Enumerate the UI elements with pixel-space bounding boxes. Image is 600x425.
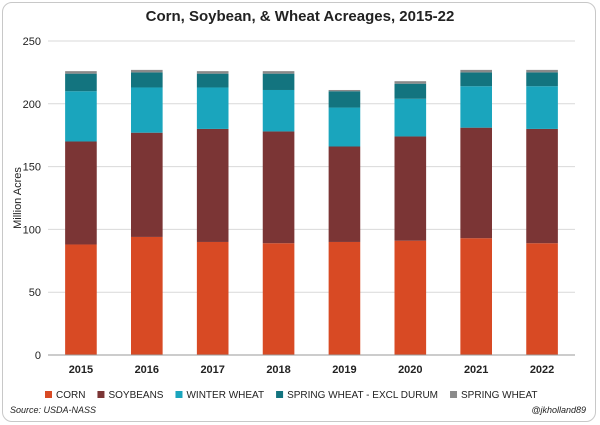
- x-tick-label-2019: 2019: [332, 364, 356, 376]
- legend-swatch-1: [97, 391, 105, 398]
- bar-2021-series-3: [460, 72, 492, 87]
- bar-2022-series-4: [526, 69, 558, 73]
- bar-2015-series-3: [65, 73, 97, 92]
- x-tick-label-2016: 2016: [135, 364, 159, 376]
- bar-2020-series-2: [394, 98, 427, 137]
- bar-2015-series-1: [65, 141, 97, 245]
- chart-frame: [2, 2, 596, 422]
- bar-2020-series-4: [394, 81, 427, 84]
- bar-2016-series-3: [131, 72, 163, 88]
- bar-2018-series-1: [262, 131, 295, 244]
- legend-swatch-4: [450, 391, 458, 398]
- bar-2016-series-0: [131, 236, 163, 355]
- legend-swatch-0: [45, 391, 52, 398]
- bar-2017-series-2: [196, 87, 229, 129]
- bars: [65, 69, 558, 355]
- x-tick-label-2017: 2017: [200, 364, 224, 376]
- bar-2015-series-2: [65, 91, 97, 142]
- y-tick-label-150: 150: [23, 162, 41, 174]
- bar-2020-series-1: [394, 136, 427, 241]
- bar-2016-series-2: [131, 87, 163, 133]
- bar-2021-series-1: [460, 127, 492, 239]
- bar-2017-series-4: [196, 71, 229, 74]
- chart-title: Corn, Soybean, & Wheat Acreages, 2015-22: [145, 8, 455, 25]
- bar-2022-series-2: [526, 86, 558, 129]
- x-tick-label-2021: 2021: [464, 364, 488, 376]
- bar-2019-series-4: [328, 89, 361, 92]
- bar-2015-series-4: [65, 71, 97, 74]
- bar-2020-series-3: [394, 83, 427, 99]
- bar-2022-series-1: [526, 128, 558, 244]
- legend-swatch-2: [175, 391, 183, 398]
- source-note: Source: USDA-NASS: [10, 405, 97, 415]
- bar-2018-series-2: [262, 89, 295, 132]
- legend: CORN SOYBEANS WINTER WHEAT SPRING WHEAT - E…: [45, 390, 538, 401]
- axes: 0 50 100 150 200 250 Million Acres 2015 2016 2017…: [12, 36, 575, 376]
- bar-2016-series-1: [131, 132, 163, 237]
- bar-2019-series-2: [328, 107, 361, 147]
- bar-2019-series-3: [328, 91, 361, 108]
- x-tick-label-2020: 2020: [398, 364, 422, 376]
- y-tick-label-0: 0: [35, 350, 41, 362]
- legend-label-3: SPRING WHEAT - EXCL DURUM: [287, 390, 438, 401]
- bar-2022-series-0: [526, 243, 558, 355]
- legend-label-2: WINTER WHEAT: [186, 390, 264, 401]
- bar-2016-series-4: [131, 69, 163, 73]
- bar-2018-series-3: [262, 73, 295, 90]
- x-tick-label-2015: 2015: [69, 364, 93, 376]
- bar-2015-series-0: [65, 244, 97, 355]
- bar-2019-series-1: [328, 146, 361, 242]
- bar-2017-series-3: [196, 73, 229, 88]
- y-tick-label-250: 250: [23, 36, 41, 48]
- x-tick-label-2022: 2022: [530, 364, 554, 376]
- gridlines: [48, 40, 575, 293]
- legend-swatch-3: [276, 391, 284, 398]
- y-tick-label-50: 50: [29, 287, 41, 299]
- y-tick-label-200: 200: [23, 99, 41, 111]
- legend-label-0: CORN: [56, 390, 85, 401]
- y-axis-title: Million Acres: [12, 167, 24, 229]
- bar-2020-series-0: [394, 240, 427, 355]
- bar-2017-series-0: [196, 241, 229, 355]
- y-tick-label-100: 100: [23, 224, 41, 236]
- legend-label-4: SPRING WHEAT: [461, 390, 537, 401]
- bar-2018-series-4: [262, 71, 295, 74]
- bar-2017-series-1: [196, 128, 229, 242]
- x-tick-label-2018: 2018: [266, 364, 290, 376]
- bar-2021-series-4: [460, 69, 492, 73]
- bar-2018-series-0: [262, 243, 295, 355]
- bar-2021-series-0: [460, 238, 492, 355]
- bar-2021-series-2: [460, 86, 492, 128]
- credit-note: @jkholland89: [531, 405, 586, 415]
- bar-2022-series-3: [526, 72, 558, 87]
- legend-label-1: SOYBEANS: [108, 390, 163, 401]
- bar-2019-series-0: [328, 241, 361, 355]
